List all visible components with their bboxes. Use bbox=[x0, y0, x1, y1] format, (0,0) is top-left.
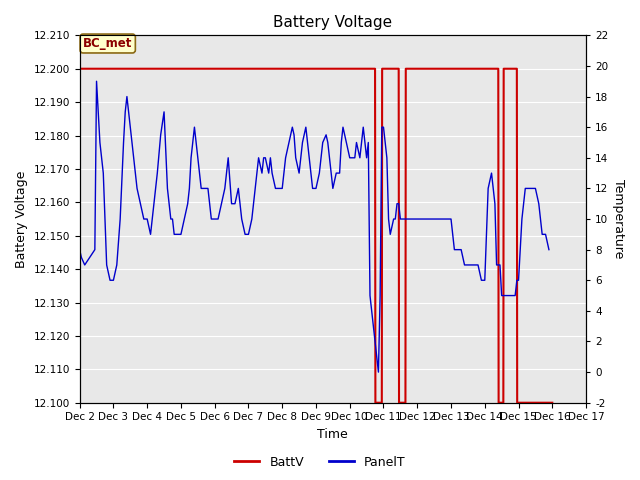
X-axis label: Time: Time bbox=[317, 428, 348, 441]
Y-axis label: Temperature: Temperature bbox=[612, 180, 625, 259]
Title: Battery Voltage: Battery Voltage bbox=[273, 15, 392, 30]
Y-axis label: Battery Voltage: Battery Voltage bbox=[15, 170, 28, 268]
Text: BC_met: BC_met bbox=[83, 37, 132, 50]
Legend: BattV, PanelT: BattV, PanelT bbox=[229, 451, 411, 474]
